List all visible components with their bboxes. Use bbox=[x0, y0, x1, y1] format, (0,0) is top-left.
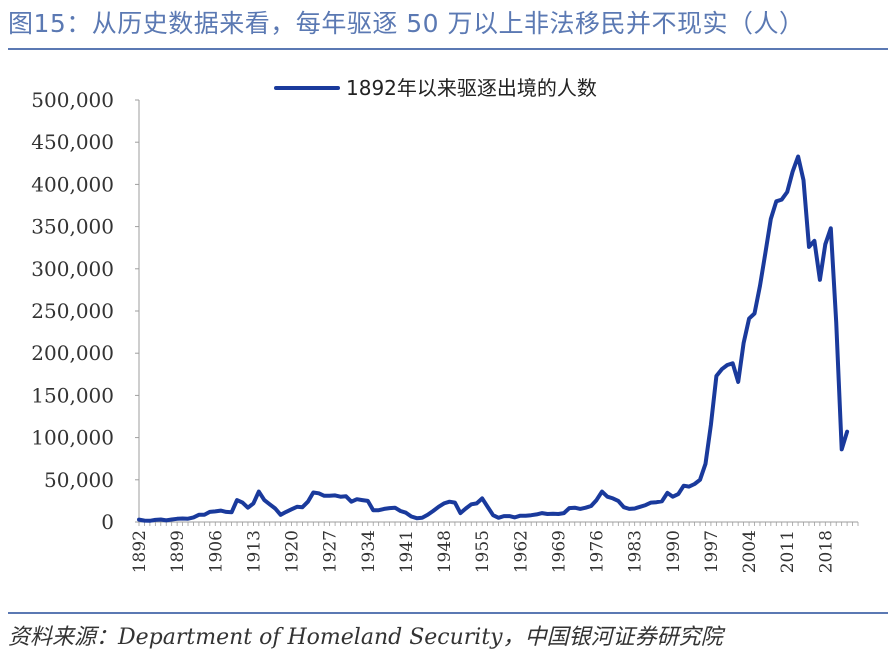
x-tick-label: 1913 bbox=[244, 530, 264, 573]
y-tick-label: 400,000 bbox=[31, 172, 114, 196]
y-tick-label: 250,000 bbox=[31, 299, 114, 323]
x-tick-label: 1934 bbox=[359, 530, 379, 573]
x-tick-label: 1920 bbox=[283, 530, 303, 573]
y-tick-label: 300,000 bbox=[31, 257, 114, 281]
y-axis-ticks: 0 50,000 100,000 150,000 200,000 250,000 300,0… bbox=[31, 88, 139, 534]
x-tick-label: 1906 bbox=[206, 530, 226, 573]
x-tick-label: 2004 bbox=[740, 530, 760, 573]
x-tick-label: 1892 bbox=[130, 530, 150, 573]
series-line bbox=[137, 154, 850, 523]
y-tick-label: 100,000 bbox=[31, 426, 114, 450]
x-tick-label: 1969 bbox=[549, 530, 569, 573]
title-divider bbox=[8, 48, 888, 50]
x-tick-label: 1899 bbox=[168, 530, 188, 573]
y-tick-label: 500,000 bbox=[31, 88, 114, 112]
source-note: 资料来源：Department of Homeland Security，中国银… bbox=[8, 625, 723, 650]
x-tick-label: 1948 bbox=[435, 530, 455, 573]
y-tick-label: 0 bbox=[101, 510, 114, 534]
footer-divider bbox=[8, 612, 888, 614]
x-tick-label: 1983 bbox=[626, 530, 646, 573]
x-tick-label: 2011 bbox=[778, 530, 798, 573]
chart-legend[interactable]: 1892年以来驱逐出境的人数 bbox=[274, 76, 597, 100]
x-tick-label: 1990 bbox=[664, 530, 684, 573]
x-tick-label: 1962 bbox=[511, 530, 531, 573]
y-tick-label: 50,000 bbox=[44, 468, 114, 492]
x-tick-label: 1927 bbox=[321, 530, 341, 573]
x-tick-label: 1955 bbox=[473, 530, 493, 573]
legend-label: 1892年以来驱逐出境的人数 bbox=[346, 76, 597, 100]
x-tick-label: 1976 bbox=[588, 530, 608, 573]
y-tick-label: 200,000 bbox=[31, 341, 114, 365]
x-tick-label: 2018 bbox=[816, 530, 836, 573]
x-tick-label: 1997 bbox=[702, 530, 722, 573]
figure-title: 图15：从历史数据来看，每年驱逐 50 万以上非法移民并不现实（人） bbox=[8, 9, 805, 38]
x-tick-label: 1941 bbox=[397, 530, 417, 573]
chart-axes bbox=[138, 100, 858, 523]
line-chart: 0 50,000 100,000 150,000 200,000 250,000 300,0… bbox=[31, 76, 859, 573]
series-layer bbox=[137, 154, 850, 523]
y-tick-label: 450,000 bbox=[31, 130, 114, 154]
y-tick-label: 150,000 bbox=[31, 383, 114, 407]
x-axis-ticks: 1892 1899 1906 1913 1920 1927 1934 1941 1948 1955… bbox=[130, 522, 859, 573]
y-tick-label: 350,000 bbox=[31, 215, 114, 239]
